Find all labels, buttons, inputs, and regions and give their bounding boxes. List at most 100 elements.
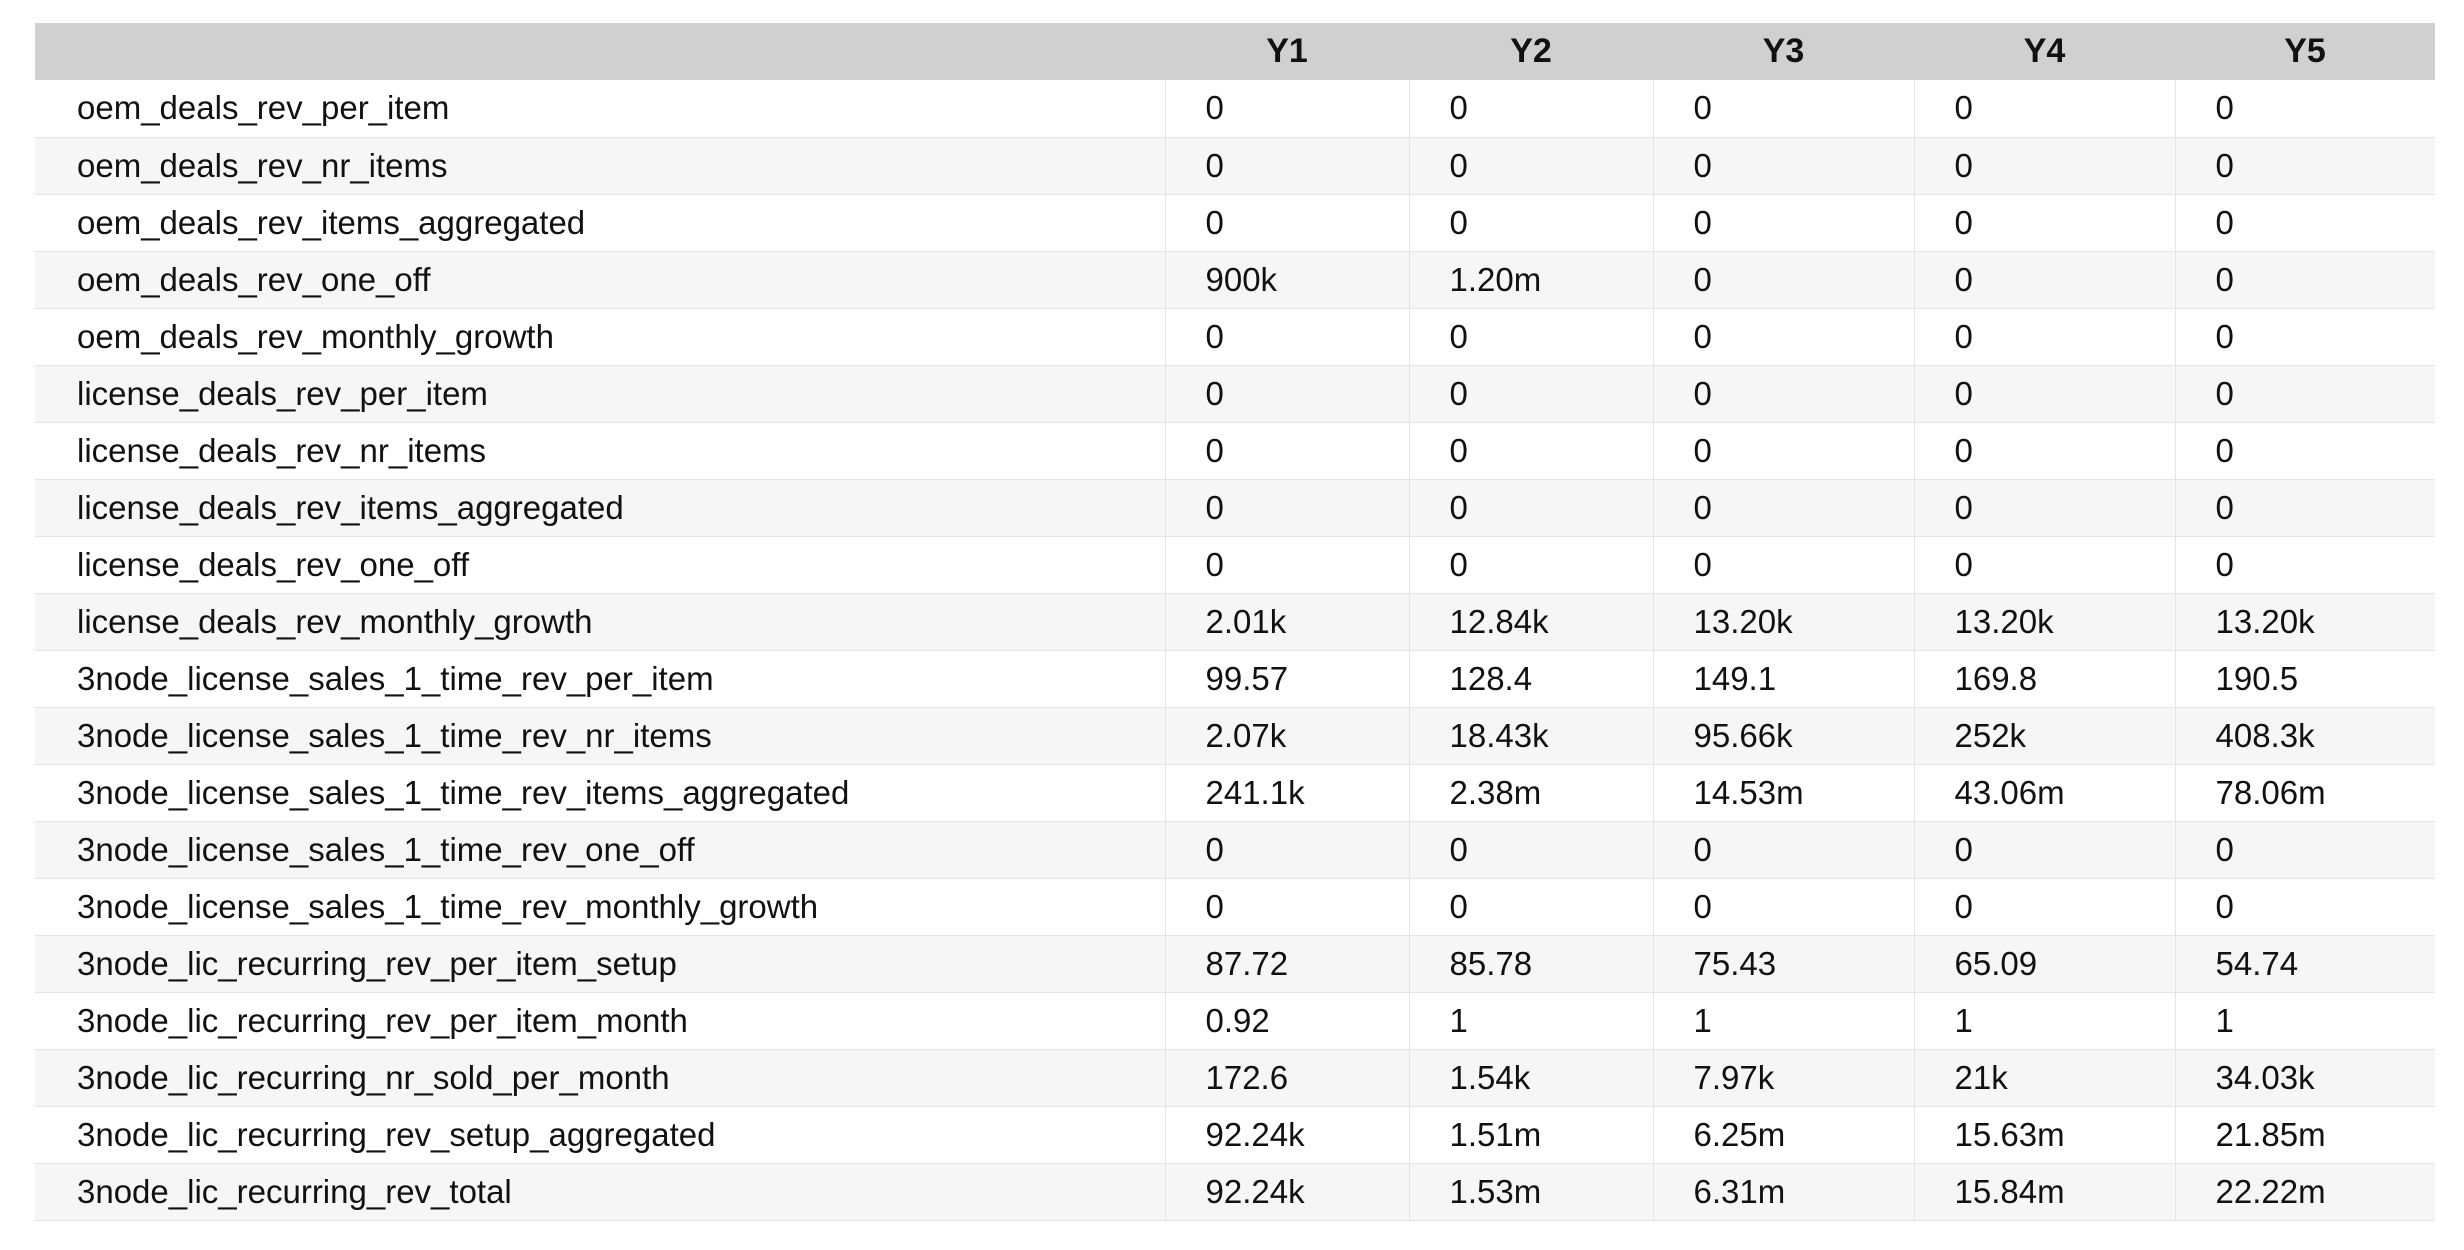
row-metric-name: license_deals_rev_one_off xyxy=(35,536,1166,594)
table-row: license_deals_rev_per_item 0 0 0 0 0 xyxy=(35,365,2435,423)
row-value-y2: 1.53m xyxy=(1409,1163,1654,1221)
row-value-y2: 1.51m xyxy=(1409,1106,1654,1164)
row-value-y1: 0 xyxy=(1165,308,1410,366)
row-value-y4: 0 xyxy=(1914,80,2176,138)
row-value-y2: 0 xyxy=(1409,80,1654,138)
row-metric-name: 3node_lic_recurring_rev_total xyxy=(35,1163,1166,1221)
table-row: oem_deals_rev_one_off 900k 1.20m 0 0 0 xyxy=(35,251,2435,309)
row-metric-name: 3node_lic_recurring_rev_per_item_month xyxy=(35,992,1166,1050)
row-value-y1: 99.57 xyxy=(1165,650,1410,708)
row-value-y5: 0 xyxy=(2175,878,2435,936)
row-metric-name: oem_deals_rev_one_off xyxy=(35,251,1166,309)
header-name-column xyxy=(35,23,1165,80)
table-row: license_deals_rev_items_aggregated 0 0 0 0 0 xyxy=(35,479,2435,537)
row-metric-name: 3node_license_sales_1_time_rev_nr_items xyxy=(35,707,1166,765)
row-value-y4: 0 xyxy=(1914,821,2176,879)
row-metric-name: oem_deals_rev_items_aggregated xyxy=(35,194,1166,252)
row-metric-name: 3node_lic_recurring_nr_sold_per_month xyxy=(35,1049,1166,1107)
row-value-y2: 0 xyxy=(1409,878,1654,936)
row-value-y2: 0 xyxy=(1409,137,1654,195)
row-value-y3: 7.97k xyxy=(1653,1049,1915,1107)
row-value-y1: 241.1k xyxy=(1165,764,1410,822)
row-value-y5: 21.85m xyxy=(2175,1106,2435,1164)
row-value-y4: 0 xyxy=(1914,137,2176,195)
row-value-y3: 75.43 xyxy=(1653,935,1915,993)
row-value-y1: 900k xyxy=(1165,251,1410,309)
row-value-y1: 172.6 xyxy=(1165,1049,1410,1107)
row-value-y1: 0 xyxy=(1165,821,1410,879)
row-value-y3: 0 xyxy=(1653,137,1915,195)
row-metric-name: 3node_license_sales_1_time_rev_items_agg… xyxy=(35,764,1166,822)
row-metric-name: license_deals_rev_items_aggregated xyxy=(35,479,1166,537)
table-row: 3node_lic_recurring_nr_sold_per_month 172… xyxy=(35,1049,2435,1107)
row-metric-name: license_deals_rev_per_item xyxy=(35,365,1166,423)
row-value-y5: 34.03k xyxy=(2175,1049,2435,1107)
table-row: oem_deals_rev_monthly_growth 0 0 0 0 0 xyxy=(35,308,2435,366)
row-value-y3: 0 xyxy=(1653,536,1915,594)
row-value-y2: 0 xyxy=(1409,422,1654,480)
row-value-y4: 0 xyxy=(1914,251,2176,309)
row-value-y2: 0 xyxy=(1409,479,1654,537)
row-value-y3: 0 xyxy=(1653,251,1915,309)
row-value-y2: 1.54k xyxy=(1409,1049,1654,1107)
row-metric-name: 3node_lic_recurring_rev_per_item_setup xyxy=(35,935,1166,993)
row-value-y1: 0 xyxy=(1165,479,1410,537)
table-row: 3node_lic_recurring_rev_total 92.24k 1.53m… xyxy=(35,1163,2435,1221)
row-value-y4: 15.84m xyxy=(1914,1163,2176,1221)
row-value-y3: 0 xyxy=(1653,422,1915,480)
table-row: 3node_license_sales_1_time_rev_per_item 9… xyxy=(35,650,2435,708)
row-value-y5: 408.3k xyxy=(2175,707,2435,765)
table-row: license_deals_rev_monthly_growth 2.01k 12.… xyxy=(35,593,2435,651)
row-value-y3: 6.31m xyxy=(1653,1163,1915,1221)
table-row: 3node_license_sales_1_time_rev_items_agg… xyxy=(35,764,2435,822)
header-y4: Y4 xyxy=(2023,32,2066,70)
table-row: license_deals_rev_one_off 0 0 0 0 0 xyxy=(35,536,2435,594)
row-value-y4: 21k xyxy=(1914,1049,2176,1107)
row-value-y5: 0 xyxy=(2175,137,2435,195)
table-row: 3node_lic_recurring_rev_per_item_setup 87… xyxy=(35,935,2435,993)
row-value-y2: 128.4 xyxy=(1409,650,1654,708)
row-value-y5: 0 xyxy=(2175,194,2435,252)
row-value-y1: 0 xyxy=(1165,536,1410,594)
row-value-y4: 169.8 xyxy=(1914,650,2176,708)
row-value-y1: 0 xyxy=(1165,194,1410,252)
row-metric-name: 3node_license_sales_1_time_rev_one_off xyxy=(35,821,1166,879)
row-value-y1: 0 xyxy=(1165,137,1410,195)
row-value-y5: 78.06m xyxy=(2175,764,2435,822)
row-value-y5: 0 xyxy=(2175,422,2435,480)
header-y5: Y5 xyxy=(2284,32,2326,70)
row-value-y1: 92.24k xyxy=(1165,1163,1410,1221)
row-value-y5: 0 xyxy=(2175,308,2435,366)
row-value-y1: 0 xyxy=(1165,422,1410,480)
table-row: license_deals_rev_nr_items 0 0 0 0 0 xyxy=(35,422,2435,480)
row-metric-name: license_deals_rev_nr_items xyxy=(35,422,1166,480)
table-row: 3node_lic_recurring_rev_setup_aggregated… xyxy=(35,1106,2435,1164)
row-value-y4: 0 xyxy=(1914,422,2176,480)
table-row: 3node_license_sales_1_time_rev_one_off 0 0… xyxy=(35,821,2435,879)
row-value-y5: 0 xyxy=(2175,365,2435,423)
row-value-y4: 252k xyxy=(1914,707,2176,765)
row-value-y3: 6.25m xyxy=(1653,1106,1915,1164)
revenue-table: Y1 Y2 Y3 Y4 Y5 oem_deals_rev_per_item 0 0 0… xyxy=(35,23,2435,1221)
row-value-y2: 0 xyxy=(1409,194,1654,252)
row-value-y5: 0 xyxy=(2175,80,2435,138)
row-value-y4: 0 xyxy=(1914,194,2176,252)
row-value-y3: 149.1 xyxy=(1653,650,1915,708)
header-y1: Y1 xyxy=(1266,32,1308,70)
row-value-y5: 190.5 xyxy=(2175,650,2435,708)
row-value-y1: 0.92 xyxy=(1165,992,1410,1050)
row-value-y2: 18.43k xyxy=(1409,707,1654,765)
row-value-y3: 13.20k xyxy=(1653,593,1915,651)
row-value-y2: 0 xyxy=(1409,308,1654,366)
row-value-y3: 1 xyxy=(1653,992,1915,1050)
row-value-y1: 2.07k xyxy=(1165,707,1410,765)
row-value-y1: 0 xyxy=(1165,80,1410,138)
row-value-y2: 1.20m xyxy=(1409,251,1654,309)
row-value-y3: 0 xyxy=(1653,308,1915,366)
row-value-y1: 2.01k xyxy=(1165,593,1410,651)
row-value-y5: 1 xyxy=(2175,992,2435,1050)
row-value-y3: 0 xyxy=(1653,479,1915,537)
table-row: 3node_license_sales_1_time_rev_monthly_g… xyxy=(35,878,2435,936)
row-value-y1: 0 xyxy=(1165,365,1410,423)
row-value-y5: 0 xyxy=(2175,479,2435,537)
